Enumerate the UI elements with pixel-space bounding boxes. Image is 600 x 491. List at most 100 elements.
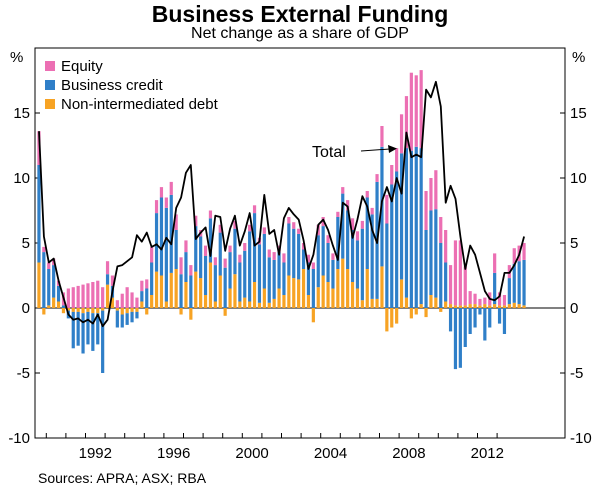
bar-nonintermediated-debt: [208, 262, 213, 308]
bar-equity: [223, 258, 227, 268]
y-tick-label-left: 0: [22, 300, 30, 317]
y-unit-label-left: %: [10, 49, 23, 66]
x-tick-label: 2000: [235, 445, 268, 462]
bar-equity: [91, 282, 95, 308]
bar-business-credit: [145, 288, 149, 308]
bar-nonintermediated-debt: [444, 301, 448, 308]
bar-business-credit: [297, 233, 301, 280]
bar-business-credit: [228, 252, 232, 289]
bar-nonintermediated-debt: [346, 269, 350, 308]
total-line: [38, 80, 525, 328]
bar-nonintermediated-debt: [218, 275, 222, 308]
bar-equity: [110, 275, 115, 286]
bar-equity: [326, 235, 330, 243]
bar-nonintermediated-debt: [91, 308, 95, 314]
bar-nonintermediated-debt: [399, 279, 404, 308]
bar-equity: [262, 227, 266, 234]
bar-business-credit: [199, 236, 203, 279]
bar-equity: [395, 148, 399, 172]
bar-equity: [493, 253, 497, 273]
bar-business-credit: [37, 165, 41, 263]
bar-nonintermediated-debt: [184, 282, 188, 308]
bar-nonintermediated-debt: [61, 308, 66, 314]
bar-equity: [42, 246, 46, 253]
y-tick-label-left: 15: [13, 105, 30, 122]
bar-nonintermediated-debt: [497, 305, 502, 308]
bar-nonintermediated-debt: [252, 282, 257, 308]
bar-nonintermediated-debt: [365, 269, 369, 308]
y-tick-label-left: 5: [22, 235, 30, 252]
bar-nonintermediated-debt: [336, 269, 340, 308]
bar-business-credit: [184, 252, 188, 282]
bar-nonintermediated-debt: [101, 308, 105, 311]
y-tick-label-right: -10: [570, 430, 592, 447]
bar-nonintermediated-debt: [321, 275, 325, 308]
bar-equity: [341, 187, 345, 194]
bar-equity: [145, 279, 149, 289]
bar-nonintermediated-debt: [203, 295, 208, 308]
bar-nonintermediated-debt: [419, 304, 423, 308]
bar-business-credit: [105, 274, 110, 285]
bar-equity: [130, 292, 134, 308]
bar-nonintermediated-debt: [110, 297, 115, 308]
bar-business-credit: [473, 308, 477, 328]
bar-business-credit: [346, 210, 350, 269]
bar-business-credit: [86, 311, 90, 345]
bar-equity: [483, 297, 487, 305]
bar-nonintermediated-debt: [326, 282, 330, 308]
legend-swatch-business-credit: [45, 80, 55, 90]
bar-equity: [164, 197, 168, 208]
bar-business-credit: [419, 148, 423, 305]
bar-business-credit: [434, 209, 438, 298]
bar-equity: [135, 297, 139, 308]
x-tick-label: 2008: [392, 445, 425, 462]
bar-nonintermediated-debt: [257, 302, 262, 308]
bar-nonintermediated-debt: [267, 302, 271, 308]
bar-nonintermediated-debt: [164, 301, 168, 308]
bar-equity: [120, 293, 124, 308]
bar-business-credit: [125, 313, 129, 325]
bar-nonintermediated-debt: [120, 308, 124, 315]
bar-business-credit: [316, 235, 320, 288]
bar-business-credit: [189, 275, 193, 308]
bar-nonintermediated-debt: [105, 284, 110, 308]
bar-business-credit: [502, 308, 507, 334]
bar-nonintermediated-debt: [453, 305, 458, 308]
bar-nonintermediated-debt: [488, 305, 492, 308]
bar-business-credit: [331, 259, 335, 289]
bar-nonintermediated-debt: [331, 288, 335, 308]
bar-equity: [331, 253, 335, 260]
y-tick-label-right: -5: [570, 365, 583, 382]
bar-nonintermediated-debt: [292, 278, 296, 308]
bar-equity: [208, 210, 213, 219]
bar-equity: [125, 287, 129, 308]
bar-equity: [419, 70, 423, 149]
bar-business-credit: [365, 197, 369, 269]
bar-equity: [311, 262, 315, 269]
bar-equity: [458, 240, 462, 306]
bar-equity: [478, 298, 482, 306]
bar-nonintermediated-debt: [429, 295, 433, 308]
bar-business-credit: [301, 249, 306, 269]
bar-nonintermediated-debt: [243, 297, 247, 308]
y-tick-label-right: 0: [570, 300, 578, 317]
bar-equity: [96, 280, 100, 308]
bar-equity: [444, 230, 448, 263]
total-annotation: Total: [312, 144, 397, 161]
y-tick-label-right: 15: [570, 105, 587, 122]
bar-business-credit: [507, 278, 511, 305]
bar-business-credit: [262, 233, 266, 289]
y-tick-label-left: -5: [17, 365, 30, 382]
bar-equity: [350, 218, 355, 230]
bar-business-credit: [326, 243, 330, 282]
bar-equity: [409, 72, 413, 151]
bar-business-credit: [42, 252, 46, 308]
bar-business-credit: [243, 250, 247, 298]
bar-business-credit: [478, 308, 482, 315]
bar-nonintermediated-debt: [473, 304, 477, 308]
bar-nonintermediated-debt: [52, 297, 56, 308]
bar-business-credit: [91, 313, 95, 351]
bar-equity: [252, 205, 257, 214]
y-unit-label-right: %: [572, 49, 585, 66]
